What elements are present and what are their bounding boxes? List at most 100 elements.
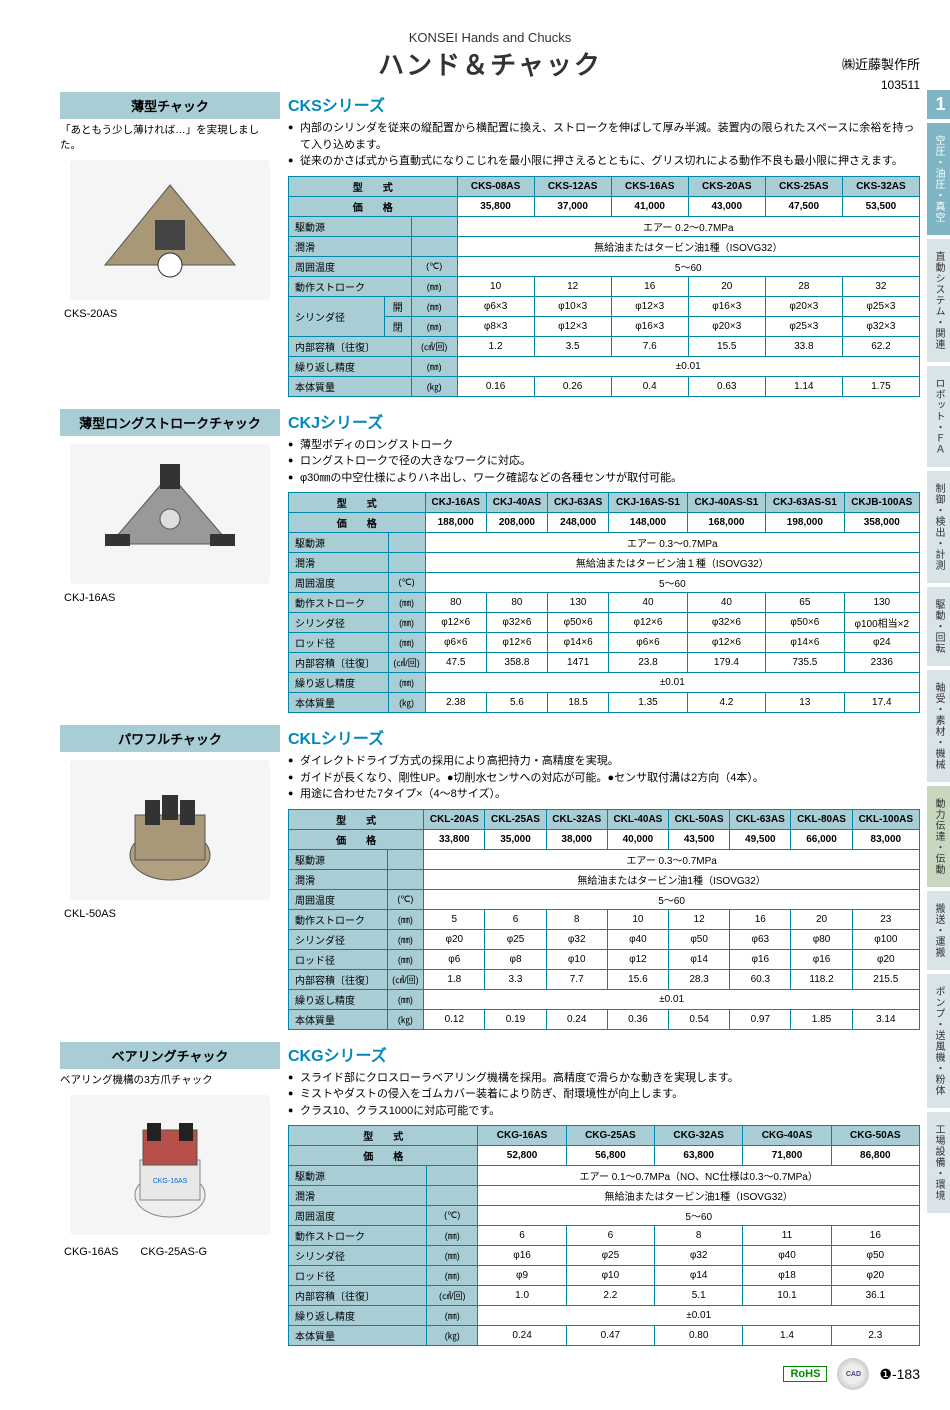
product-image-label: CKJ-16AS [64, 592, 280, 604]
spec-span-cell: 無給油またはタービン油1種（ISOVG32） [424, 869, 920, 889]
side-tab-item[interactable]: 工場設備・環境 [927, 1112, 950, 1213]
price-cell: 358,000 [844, 513, 919, 533]
model-header: CKG-40AS [743, 1126, 831, 1146]
spec-cell: φ32×6 [687, 613, 765, 633]
spec-cell: φ18 [743, 1266, 831, 1286]
spec-span-cell: ±0.01 [425, 673, 919, 693]
side-tab-item[interactable]: 直動システム・関連 [927, 239, 950, 362]
price-cell: 43,500 [669, 829, 730, 849]
side-tab-item[interactable]: 搬送・運搬 [927, 891, 950, 970]
spec-cell: 10.1 [743, 1286, 831, 1306]
bullet-item: 従来のかさば式から直動式になりこじれを最小限に押さえるとともに、グリス切れによる… [288, 153, 920, 170]
spec-cell: 0.97 [730, 1009, 791, 1029]
spec-cell: φ40 [743, 1246, 831, 1266]
spec-cell: 0.19 [485, 1009, 546, 1029]
spec-cell: 0.24 [478, 1326, 566, 1346]
side-tab-item[interactable]: ロボット・ＦＡ [927, 366, 950, 467]
spec-cell: φ80 [791, 929, 852, 949]
side-tab-item[interactable]: 動力伝達・伝動 [927, 786, 950, 887]
side-tab-item[interactable]: 駆動・回転 [927, 587, 950, 666]
spec-cell: 10 [607, 909, 668, 929]
spec-cell: φ50 [831, 1246, 919, 1266]
spec-cell: 0.12 [424, 1009, 485, 1029]
model-header: CKS-20AS [688, 176, 765, 196]
side-tab-item[interactable]: 空圧・油圧・真空 [927, 123, 950, 235]
spec-cell: φ12×3 [534, 316, 611, 336]
spec-cell: 40 [687, 593, 765, 613]
price-cell: 168,000 [687, 513, 765, 533]
spec-table: 型 式CKG-16ASCKG-25ASCKG-32ASCKG-40ASCKG-5… [288, 1125, 920, 1346]
model-header: CKS-25AS [765, 176, 842, 196]
spec-cell: 17.4 [844, 693, 919, 713]
side-tab-item[interactable]: 軸受・素材・機械 [927, 670, 950, 782]
side-tab-number[interactable]: 1 [927, 90, 950, 119]
spec-cell: 215.5 [852, 969, 919, 989]
spec-span-cell: ±0.01 [424, 989, 920, 1009]
product-image-label: CKG-16AS CKG-25AS-G [64, 1243, 280, 1259]
spec-cell: 1.14 [765, 376, 842, 396]
spec-cell: φ25×3 [842, 296, 919, 316]
price-cell: 56,800 [566, 1146, 654, 1166]
main-title: ハンド＆チャック [60, 45, 920, 82]
product-section: パワフルチャックCKL-50ASCKLシリーズダイレクトドライブ方式の採用により… [60, 725, 920, 1030]
model-header: CKJ-40AS [486, 493, 547, 513]
spec-cell: φ14 [655, 1266, 743, 1286]
spec-cell: φ32×6 [486, 613, 547, 633]
category-header: 薄型ロングストロークチャック [60, 409, 280, 436]
spec-span-cell: 無給油またはタービン油1種（ISOVG32） [478, 1186, 920, 1206]
spec-cell: 0.63 [688, 376, 765, 396]
model-header: CKJ-16AS [425, 493, 486, 513]
rohs-badge: RoHS [783, 1366, 827, 1382]
spec-cell: φ24 [844, 633, 919, 653]
model-header: CKL-80AS [791, 809, 852, 829]
spec-cell: φ12 [607, 949, 668, 969]
bullet-item: ミストやダストの侵入をゴムカバー装着により防ぎ、耐環境性が向上します。 [288, 1086, 920, 1103]
spec-cell: 11 [743, 1226, 831, 1246]
spec-cell: 1.75 [842, 376, 919, 396]
spec-cell: 358.8 [486, 653, 547, 673]
price-cell: 37,000 [534, 196, 611, 216]
page-number: ❶-183 [879, 1366, 920, 1383]
price-cell: 83,000 [852, 829, 919, 849]
spec-cell: 23 [852, 909, 919, 929]
spec-cell: φ6×3 [457, 296, 534, 316]
spec-cell: 6 [485, 909, 546, 929]
spec-cell: 0.16 [457, 376, 534, 396]
spec-cell: φ50×6 [766, 613, 844, 633]
spec-cell: 0.80 [655, 1326, 743, 1346]
spec-cell: 15.6 [607, 969, 668, 989]
spec-cell: 18.5 [548, 693, 609, 713]
product-image [70, 160, 270, 300]
category-header: パワフルチャック [60, 725, 280, 752]
spec-cell: φ12×6 [486, 633, 547, 653]
spec-cell: φ16 [730, 949, 791, 969]
spec-cell: φ16×3 [611, 316, 688, 336]
price-cell: 40,000 [607, 829, 668, 849]
side-tab-item[interactable]: 制御・検出・計測 [927, 471, 950, 583]
spec-cell: φ32 [655, 1246, 743, 1266]
spec-cell: 13 [766, 693, 844, 713]
spec-cell: φ20×3 [765, 296, 842, 316]
spec-cell: φ25 [566, 1246, 654, 1266]
spec-cell: φ6×6 [425, 633, 486, 653]
model-header: CKS-32AS [842, 176, 919, 196]
spec-cell: 23.8 [609, 653, 687, 673]
spec-cell: φ16 [478, 1246, 566, 1266]
category-subtitle: 「あともう少し薄ければ…」を実現しました。 [60, 123, 280, 152]
spec-cell: φ8×3 [457, 316, 534, 336]
model-header: CKJ-40AS-S1 [687, 493, 765, 513]
product-section: 薄型チャック「あともう少し薄ければ…」を実現しました。CKS-20ASCKSシリ… [60, 92, 920, 397]
spec-cell: 28.3 [669, 969, 730, 989]
spec-cell: 130 [844, 593, 919, 613]
model-header: CKS-08AS [457, 176, 534, 196]
spec-cell: 6 [478, 1226, 566, 1246]
price-cell: 86,800 [831, 1146, 919, 1166]
spec-cell: 60.3 [730, 969, 791, 989]
spec-cell: 2.38 [425, 693, 486, 713]
price-cell: 71,800 [743, 1146, 831, 1166]
spec-cell: φ50×6 [548, 613, 609, 633]
model-header: CKJB-100AS [844, 493, 919, 513]
series-bullets: 薄型ボディのロングストロークロングストロークで径の大きなワークに対応。φ30㎜の… [288, 437, 920, 487]
spec-cell: φ10×3 [534, 296, 611, 316]
side-tab-item[interactable]: ポンプ・送風機・粉体 [927, 974, 950, 1108]
